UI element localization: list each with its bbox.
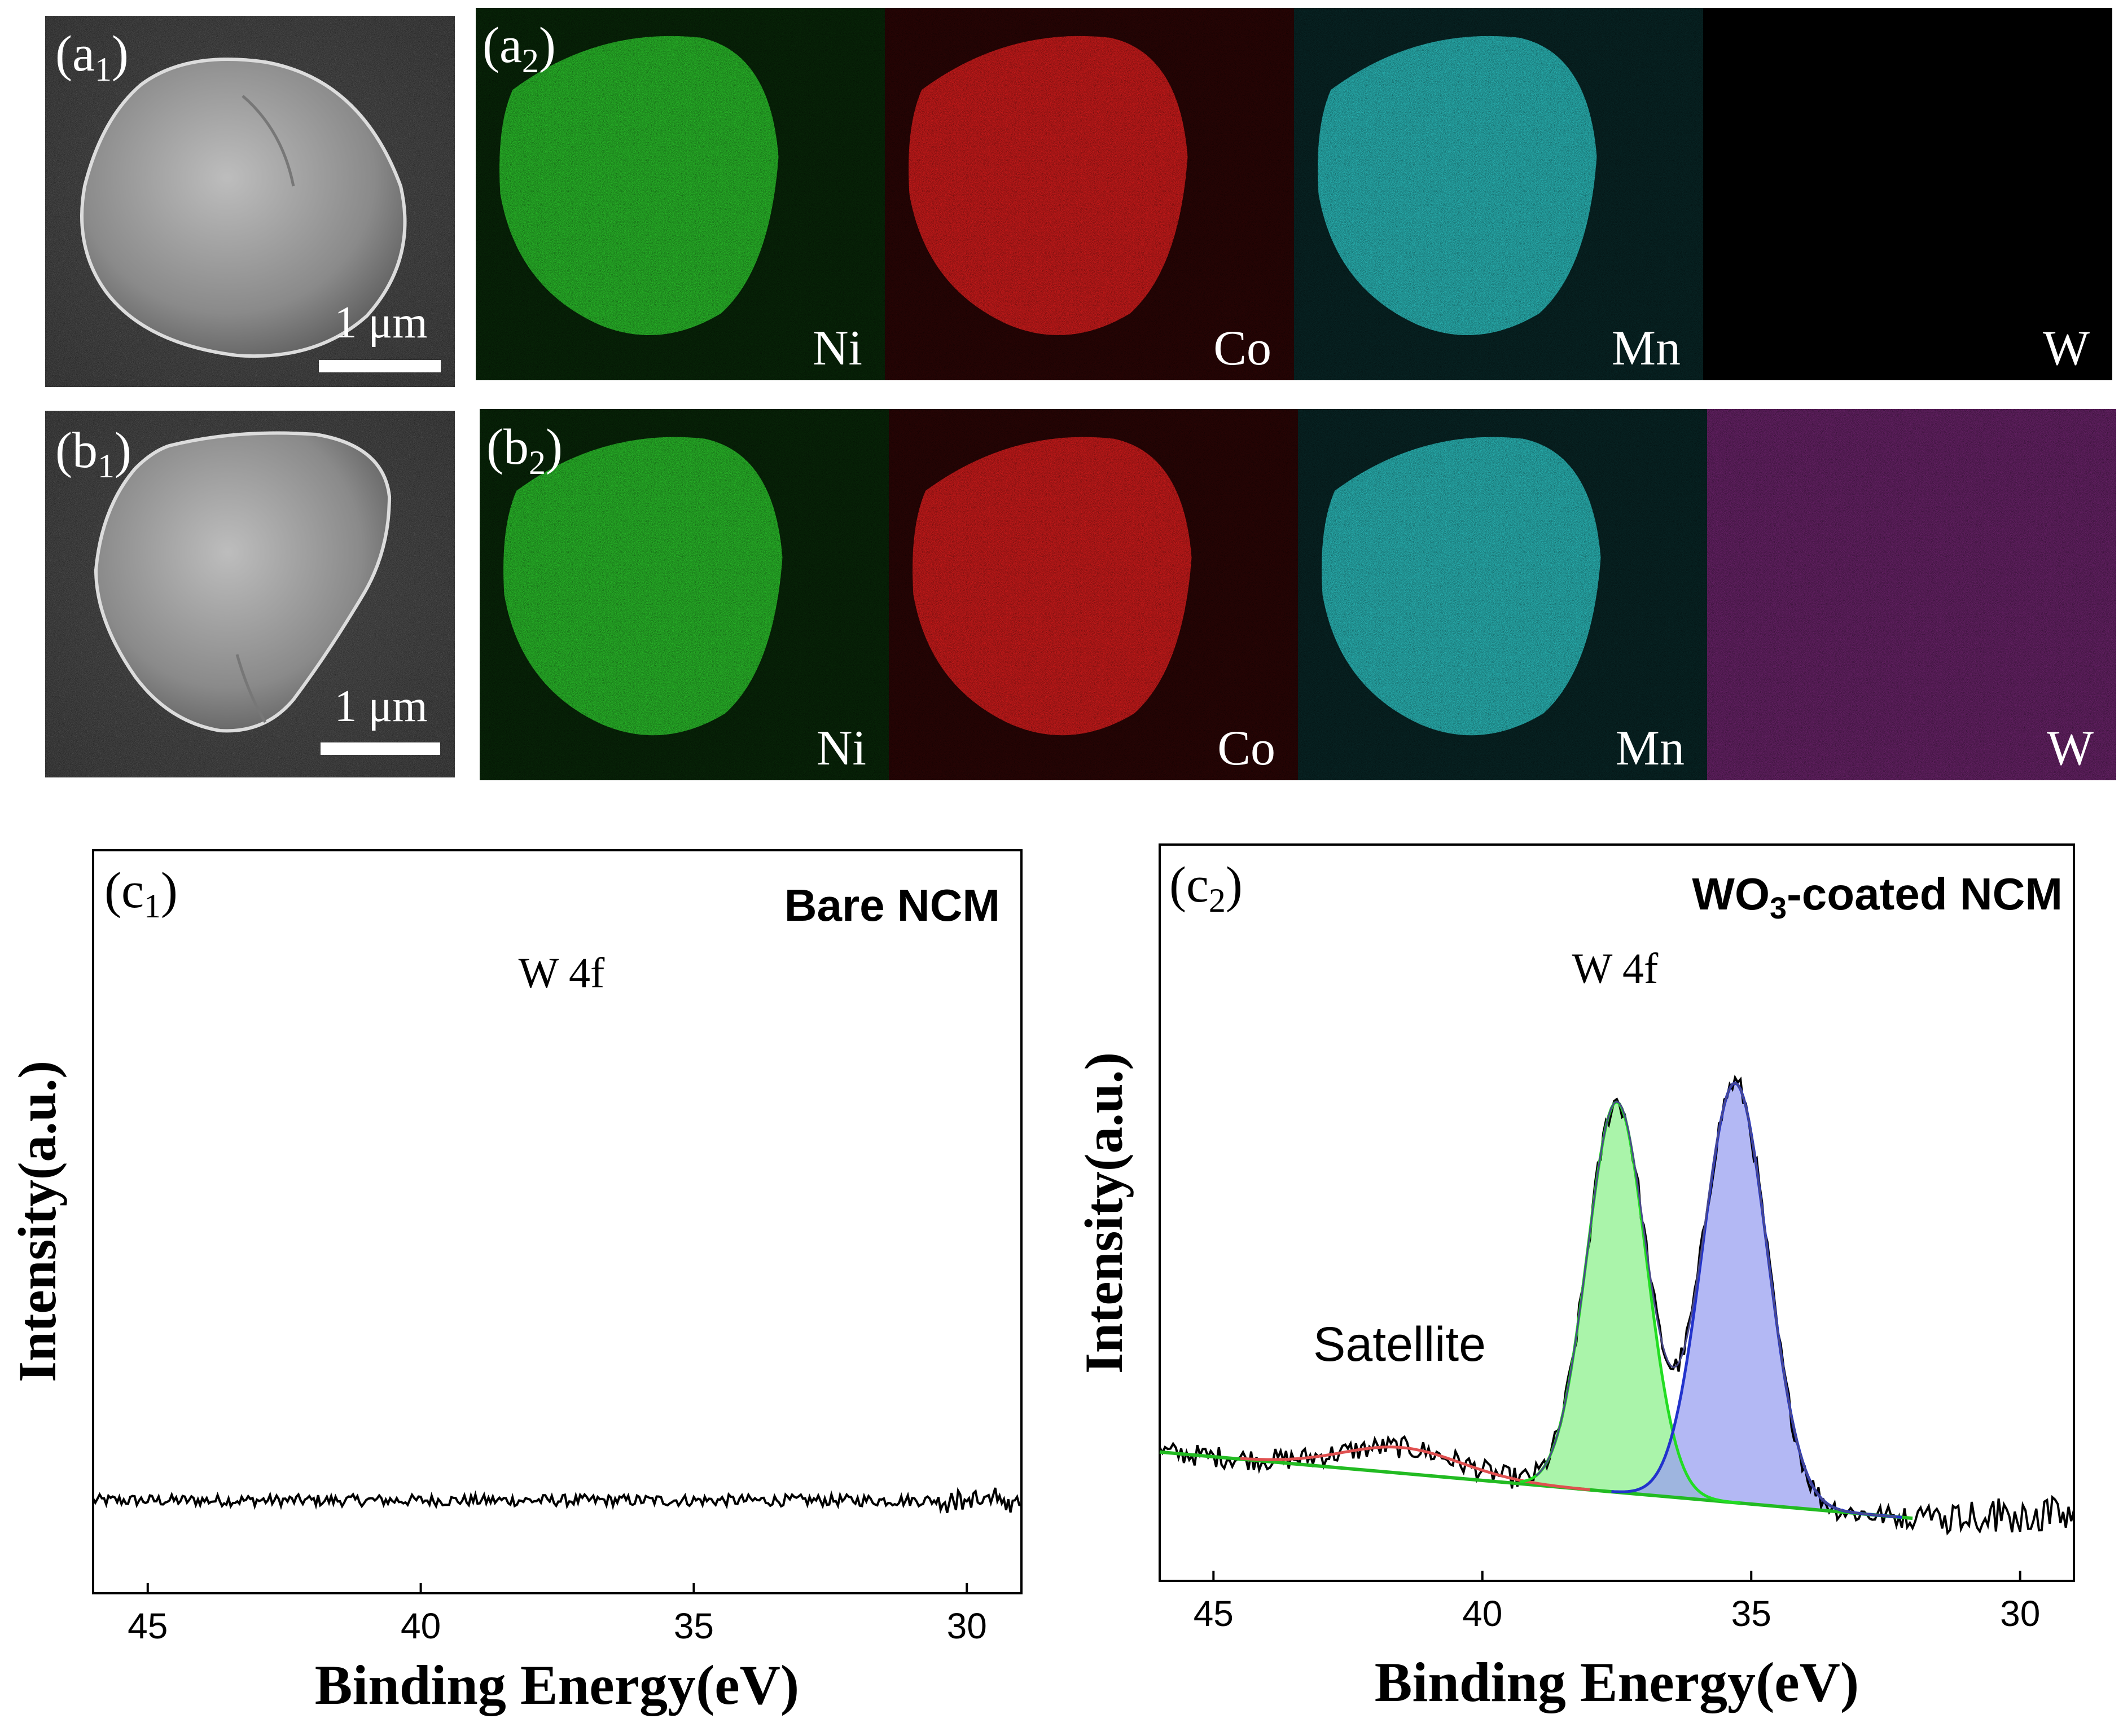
scale-bar-label-a1: 1 μm [334, 298, 427, 348]
a2-map-ni: Ni [476, 8, 885, 380]
scale-bar-label-b1: 1 μm [334, 682, 427, 731]
panel-label-c2: (c2) [1169, 857, 1243, 919]
a2-map-label-mn: Mn [1612, 321, 1681, 376]
b2-map-co: Co [889, 409, 1298, 780]
a2-map-w: W [1703, 8, 2112, 380]
particle-a1 [80, 58, 407, 358]
panel-label-b1: (b1) [55, 423, 131, 485]
panel-b2: Ni Co Mn W (b2) [480, 409, 2116, 780]
panel-b1: 1 μm (b1) [45, 411, 455, 777]
panel-a1: 1 μm (a1) [45, 16, 455, 387]
raw-spectrum-c1 [92, 1487, 1022, 1514]
a2-map-label-co: Co [1213, 321, 1271, 376]
panel-label-a1: (a1) [55, 26, 129, 88]
background-line-c2 [1159, 1450, 1913, 1520]
c1-xtick-label-45: 45 [128, 1606, 168, 1646]
c2-xtick-label-40: 40 [1462, 1593, 1502, 1634]
a2-map-mn: Mn [1294, 8, 1703, 380]
y-axis-label-c2: Intensity(a.u.) [1074, 1052, 1134, 1374]
c2-xtick-label-30: 30 [2000, 1593, 2040, 1634]
peak-fill-w4f72 [1622, 1083, 1880, 1515]
b2-map-label-ni: Ni [817, 721, 866, 776]
y-axis-label-c1: Intensity(a.u.) [7, 1061, 67, 1382]
chart-title-c1: Bare NCM [784, 880, 1000, 930]
panel-label-a2: (a2) [483, 17, 556, 80]
plot-frame-c1 [92, 849, 1023, 1594]
panel-a2: Ni Co Mn W (a2) [476, 8, 2112, 380]
b2-map-ni: Ni [480, 409, 889, 780]
chart-c2: 45 40 35 30 (c2) WO3-coated NCM W 4f Satell… [1074, 843, 2075, 1713]
raw-spectrum-c2 [1159, 1074, 2075, 1536]
chart-c1: 45 40 35 30 (c1) Bare NCM W 4f Intensity(a.… [7, 849, 1023, 1716]
peak-fill-w4f52 [1525, 1102, 1720, 1501]
c1-xtick-label-35: 35 [674, 1606, 714, 1646]
c2-xtick-label-45: 45 [1194, 1593, 1234, 1634]
panel-label-b2: (b2) [486, 419, 563, 481]
panel-label-c1: (c1) [104, 863, 178, 925]
b2-map-label-mn: Mn [1616, 721, 1685, 776]
a2-map-co: Co [885, 8, 1294, 380]
b2-map-label-w: W [2047, 721, 2094, 776]
x-axis-label-c2: Binding Energy(eV) [1375, 1651, 1859, 1713]
envelope-fit-c2 [1536, 1082, 1897, 1518]
c1-xtick-label-40: 40 [401, 1606, 441, 1646]
scale-bar-b1 [321, 742, 440, 755]
c2-xtick-label-35: 35 [1731, 1593, 1771, 1634]
b2-map-mn: Mn [1298, 409, 1707, 780]
annotation-w4f-c2: W 4f [1572, 945, 1659, 992]
b2-map-w: W [1707, 409, 2116, 780]
b2-map-label-co: Co [1217, 721, 1275, 776]
a2-map-label-ni: Ni [813, 321, 862, 376]
x-axis-label-c1: Binding Energy(eV) [315, 1654, 799, 1716]
a2-map-label-w: W [2043, 321, 2090, 376]
satellite-fit-c2 [1240, 1445, 1590, 1491]
scale-bar-a1 [319, 360, 441, 372]
annotation-satellite: Satellite [1313, 1317, 1486, 1372]
annotation-w4f-c1: W 4f [519, 950, 605, 997]
c1-xtick-label-30: 30 [947, 1606, 987, 1646]
chart-title-c2: WO3-coated NCM [1692, 869, 2063, 925]
particle-b1 [94, 431, 392, 733]
